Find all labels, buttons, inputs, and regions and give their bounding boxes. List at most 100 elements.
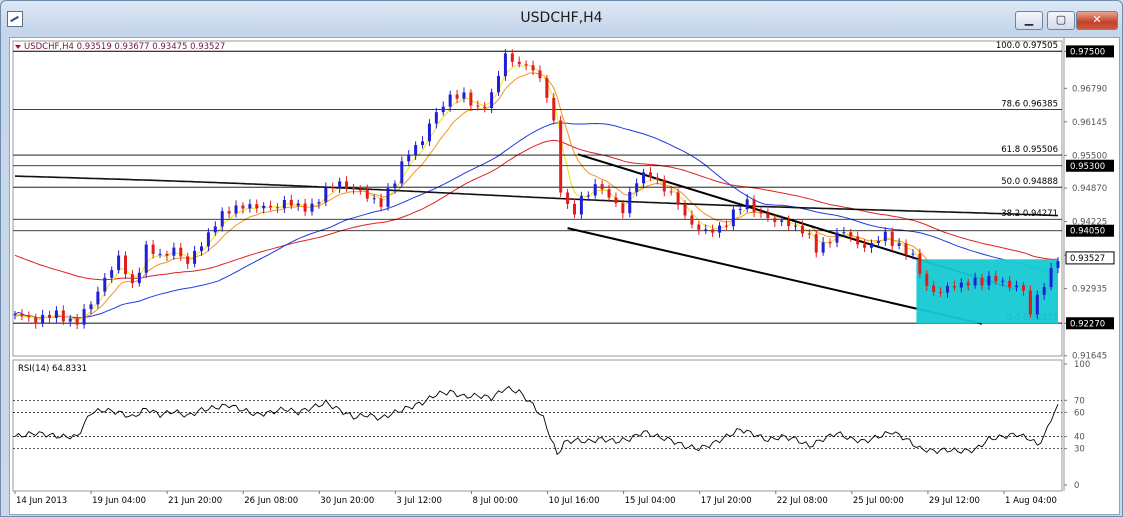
candle-body <box>738 209 742 211</box>
candle-body <box>358 189 362 191</box>
candle-body <box>379 198 383 207</box>
chart-svg[interactable]: 100.0 0.97505 78.6 0.96385 61.8 0.95506 50.… <box>10 38 1119 514</box>
candle-body <box>959 282 963 288</box>
candle-body <box>503 53 507 77</box>
rsi-tick-label: 70 <box>1074 396 1085 406</box>
candle-body <box>469 92 473 106</box>
candle-body <box>531 65 535 71</box>
candle-body <box>883 231 887 242</box>
candle-body <box>897 243 901 246</box>
candle-body <box>365 189 369 199</box>
candle-body <box>987 275 991 286</box>
candle-body <box>41 314 45 324</box>
price-tick-label: 0.96790 <box>1072 84 1107 94</box>
consolidation-box <box>916 259 1058 324</box>
candle-body <box>255 204 259 209</box>
candle-body <box>635 183 639 192</box>
candle-body <box>441 106 445 113</box>
candle-body <box>20 314 24 317</box>
candle-body <box>407 154 411 162</box>
candle-body <box>158 253 162 255</box>
window-title: USDCHF,H4 <box>520 10 603 26</box>
candle-body <box>27 316 31 318</box>
candle-body <box>206 232 210 247</box>
candle-body <box>745 199 749 210</box>
candle-body <box>89 304 93 310</box>
chart-header-label: USDCHF,H4 0.93519 0.93677 0.93475 0.9352… <box>24 42 225 52</box>
candle-body <box>137 272 141 284</box>
candle-body <box>165 253 169 256</box>
candle-body <box>697 224 701 230</box>
price-highlight-tag <box>1066 45 1114 58</box>
ma-black-line <box>14 175 1059 217</box>
maximize-button[interactable]: ▢ <box>1047 11 1075 30</box>
candle-body <box>476 105 480 107</box>
price-tick-label: 0.91645 <box>1072 352 1107 362</box>
time-tick-label: 29 Jul 12:00 <box>929 496 980 506</box>
candle-body <box>275 207 279 209</box>
candle-body <box>766 213 770 219</box>
candle-body <box>939 292 943 294</box>
candle-body <box>130 274 134 284</box>
candle-body <box>711 229 715 233</box>
candle-body <box>835 232 839 243</box>
candle-body <box>980 277 984 286</box>
candle-body <box>68 318 72 322</box>
candle-body <box>586 195 590 197</box>
candle-body <box>856 236 860 245</box>
rsi-label: RSI(14) 64.8331 <box>18 364 87 374</box>
candle-body <box>54 310 58 318</box>
price-highlight-label: 0.95300 <box>1070 162 1105 172</box>
chart-area[interactable]: 100.0 0.97505 78.6 0.96385 61.8 0.95506 50.… <box>9 37 1120 515</box>
candle-body <box>421 141 425 145</box>
time-tick-label: 17 Jul 20:00 <box>701 496 752 506</box>
price-highlight-tag <box>1066 317 1114 330</box>
candle-body <box>345 181 349 189</box>
candle-body <box>124 255 128 275</box>
candle-body <box>282 199 286 209</box>
minimize-button[interactable]: ▁ <box>1015 11 1043 30</box>
candle-body <box>296 203 300 206</box>
candle-body <box>303 203 307 212</box>
candle-body <box>683 204 687 216</box>
candle-body <box>510 53 514 62</box>
candle-body <box>600 184 604 190</box>
candle-body <box>821 242 825 253</box>
candle-body <box>75 318 79 325</box>
candle-body <box>220 211 224 227</box>
candle-body <box>434 112 438 124</box>
candle-body <box>144 244 148 273</box>
candle-body <box>262 205 266 209</box>
candle-body <box>545 78 549 98</box>
candle-body <box>828 242 832 244</box>
candle-body <box>607 189 611 198</box>
price-highlight-tag <box>1066 159 1114 172</box>
rsi-tick-label: 40 <box>1074 433 1085 443</box>
title-bar[interactable]: USDCHF,H4 ▁ ▢ ✕ <box>1 1 1122 37</box>
price-highlight-label: 0.94050 <box>1070 227 1105 237</box>
chart-window-icon[interactable] <box>7 11 23 27</box>
candle-body <box>566 192 570 204</box>
candle-body <box>538 70 542 79</box>
candle-body <box>552 97 556 121</box>
time-tick-label: 21 Jun 20:00 <box>168 496 222 506</box>
candle-body <box>628 191 632 214</box>
candle-body <box>48 314 52 318</box>
candle-body <box>662 179 666 192</box>
candle-body <box>213 226 217 233</box>
fib-level-label: 100.0 0.97505 <box>996 41 1058 51</box>
candle-body <box>234 205 238 214</box>
time-tick-label: 14 Jun 2013 <box>16 496 67 506</box>
candle-body <box>497 76 501 93</box>
candle-body <box>199 246 203 251</box>
candle-body <box>787 220 791 227</box>
candle-body <box>324 187 328 203</box>
rsi-tick-label: 0 <box>1074 481 1079 491</box>
price-highlight-tag <box>1066 224 1114 237</box>
close-button[interactable]: ✕ <box>1076 11 1118 30</box>
candle-body <box>849 232 853 237</box>
close-icon: ✕ <box>1092 13 1102 26</box>
candle-body <box>973 277 977 286</box>
candle-body <box>690 215 694 225</box>
candle-body <box>655 177 659 180</box>
